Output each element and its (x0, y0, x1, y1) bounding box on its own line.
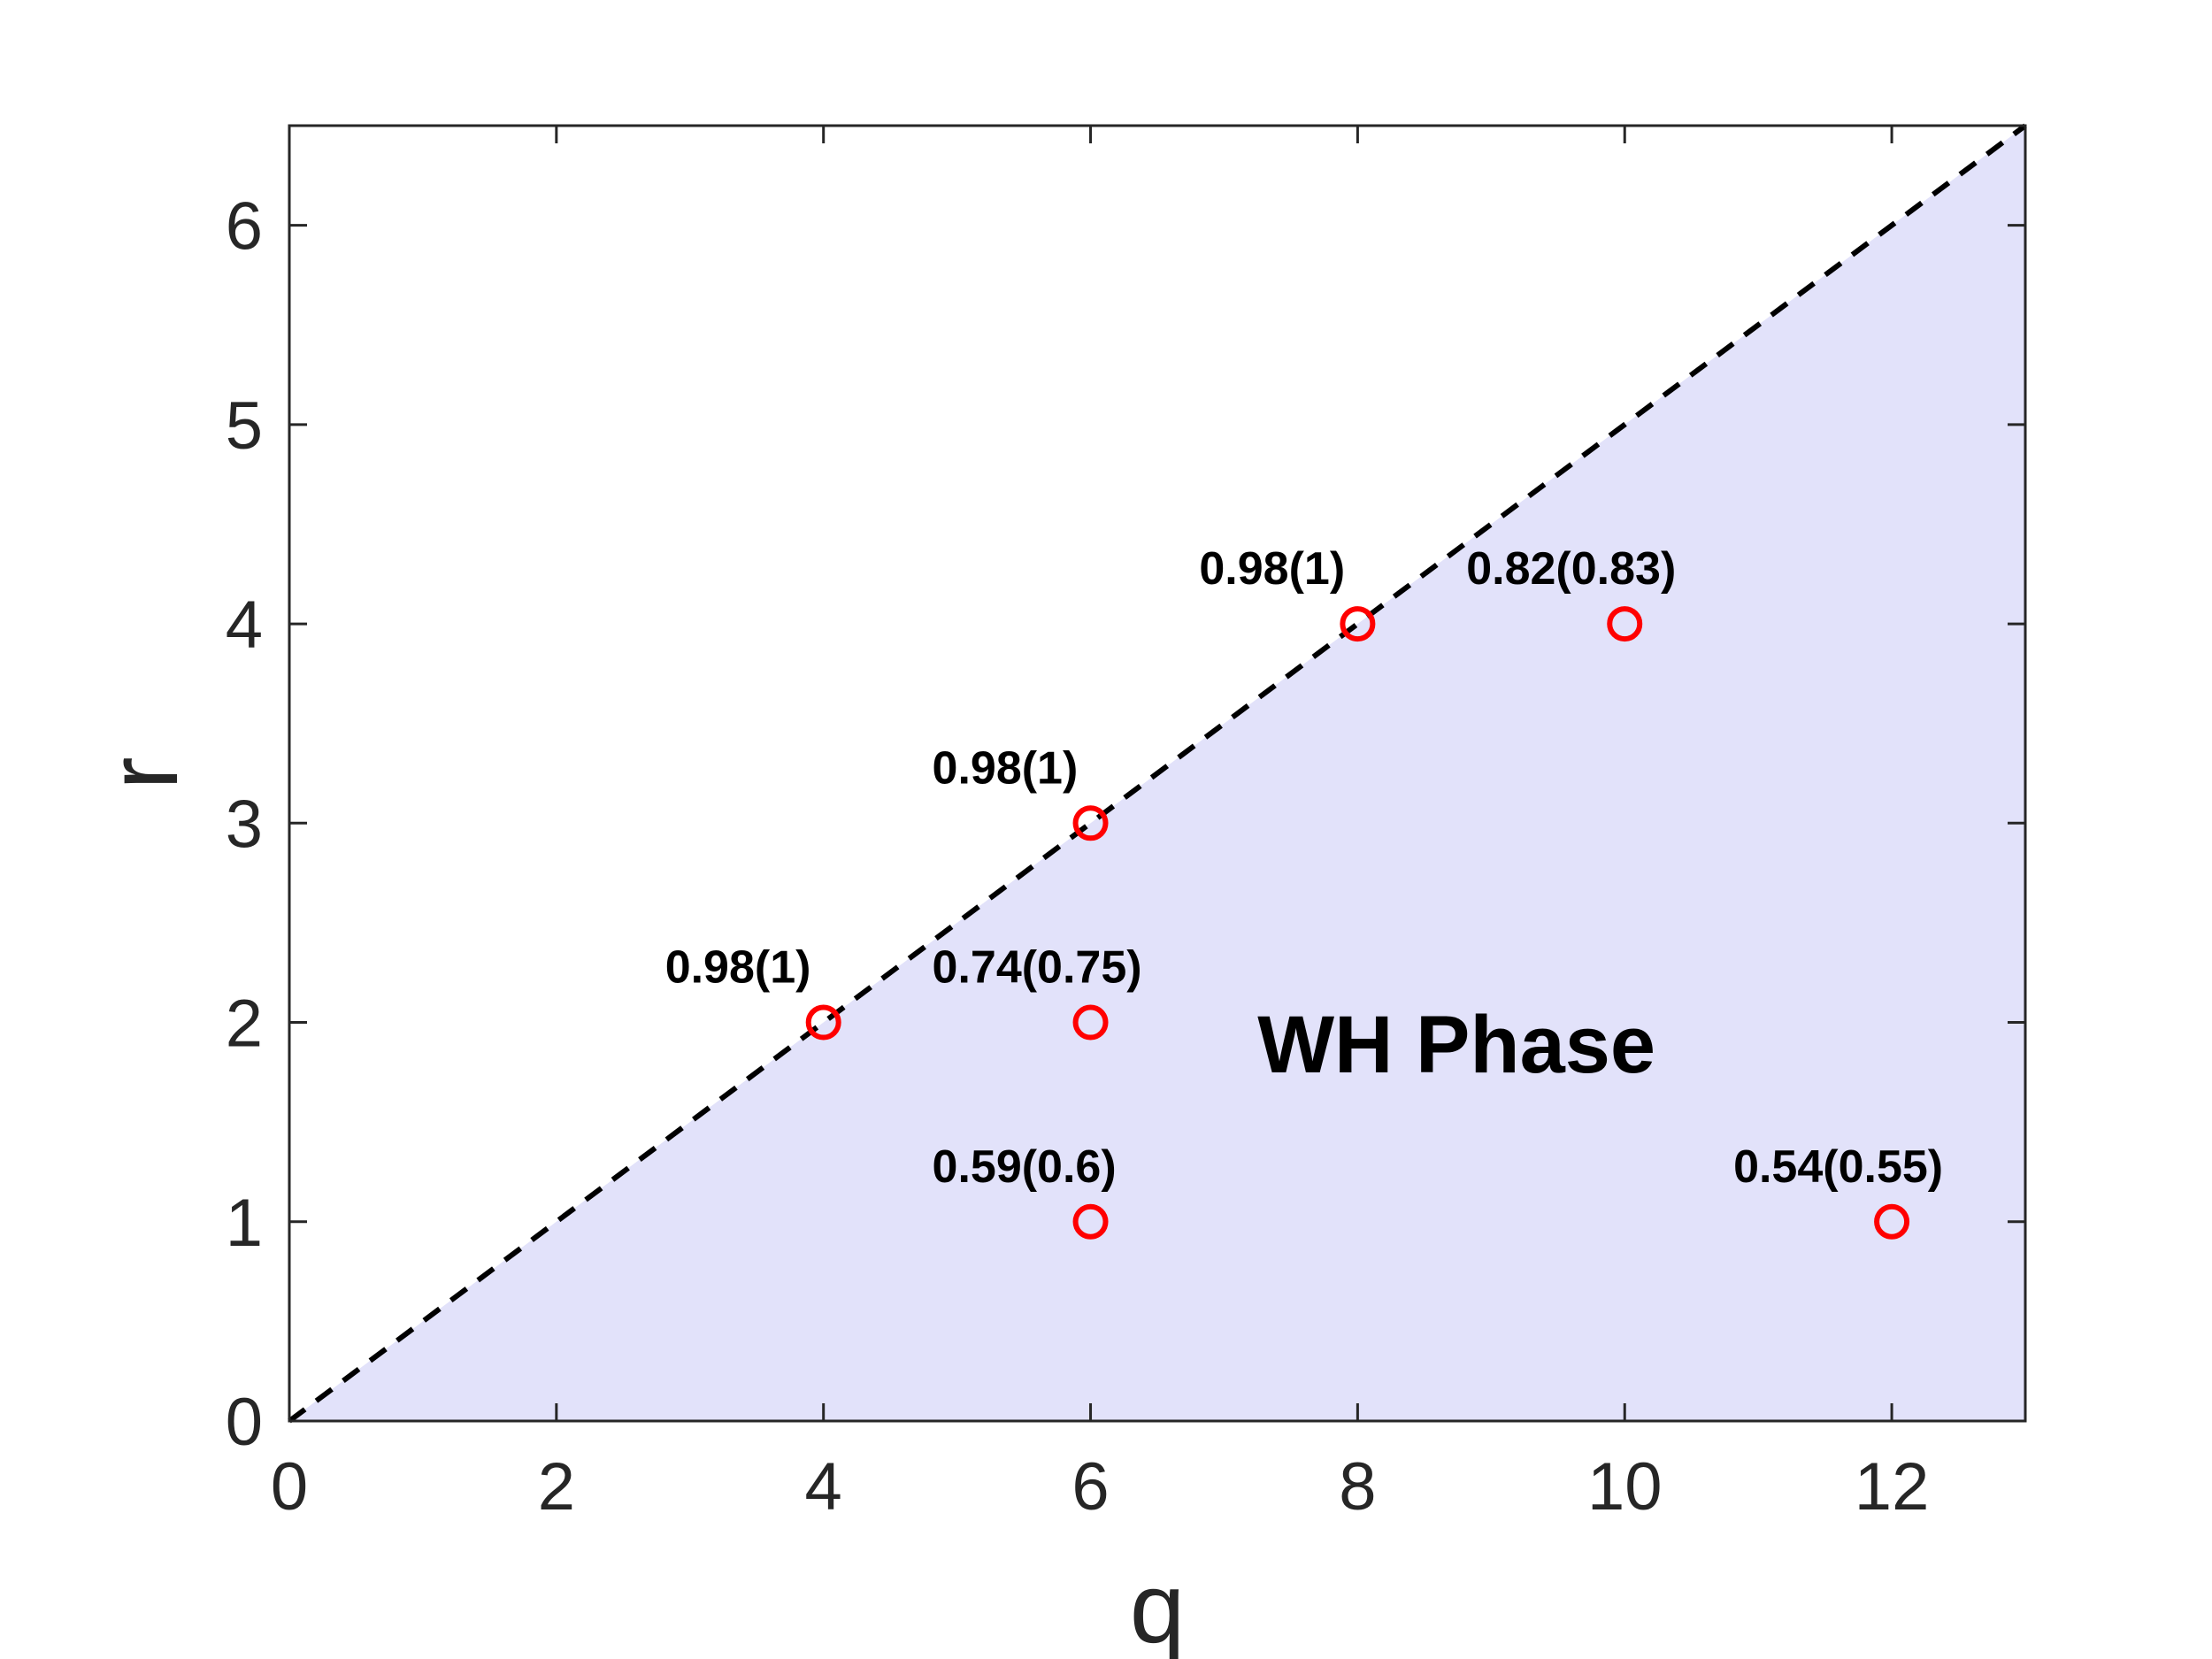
x-tick-label: 12 (1855, 1449, 1930, 1525)
x-tick-label: 0 (271, 1449, 308, 1525)
data-label: 0.82(0.83) (1466, 543, 1676, 595)
y-tick-label: 2 (226, 987, 263, 1062)
data-points: 0.98(1) 0.98(1) 0.98(1) 0.82(0.83) 0.74(0.75… (665, 543, 1943, 1240)
y-tick-label: 0 (226, 1385, 263, 1460)
data-label: 0.98(1) (1199, 543, 1345, 595)
reference-dashed-line (288, 123, 2027, 1424)
plot-frame (288, 124, 2027, 1423)
data-label: 0.74(0.75) (933, 942, 1142, 994)
x-tick-label: 2 (538, 1449, 575, 1525)
data-point (1340, 606, 1376, 642)
x-tick-label: 6 (1071, 1449, 1109, 1525)
y-tick-label: 4 (226, 588, 263, 663)
data-point (1072, 805, 1109, 841)
data-label: 0.54(0.55) (1733, 1141, 1943, 1193)
x-tick-label: 4 (805, 1449, 842, 1525)
y-tick-label: 5 (226, 388, 263, 464)
x-axis-label: q (1130, 1553, 1185, 1659)
y-tick-label: 1 (226, 1186, 263, 1261)
y-axis-label: r (88, 757, 198, 789)
data-label: 0.98(1) (665, 942, 811, 994)
y-tick-label: 6 (226, 189, 263, 265)
data-label: 0.59(0.6) (933, 1141, 1117, 1193)
data-point (1072, 1203, 1109, 1240)
y-tick-label: 3 (226, 787, 263, 862)
data-point (805, 1004, 841, 1041)
region-label: WH Phase (1257, 1000, 1655, 1090)
x-tick-label: 8 (1339, 1449, 1376, 1525)
data-point (1072, 1004, 1109, 1041)
data-point (1874, 1203, 1910, 1240)
x-tick-label: 10 (1587, 1449, 1663, 1525)
data-label: 0.98(1) (933, 742, 1079, 794)
data-point (1607, 606, 1643, 642)
